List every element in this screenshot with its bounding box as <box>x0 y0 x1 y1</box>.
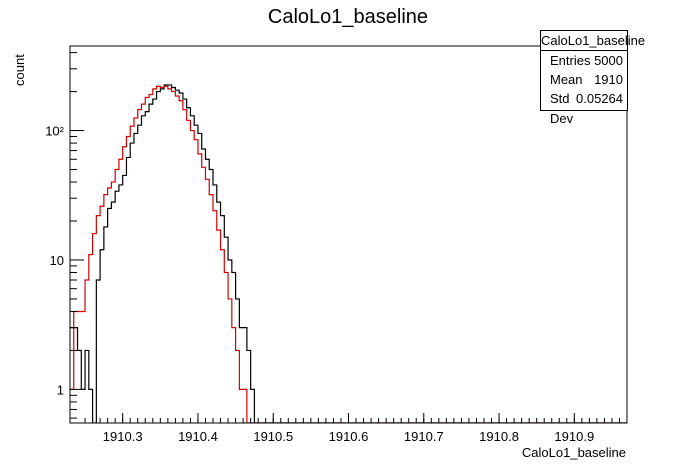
stats-box-title: CaloLo1_baseline <box>541 31 645 51</box>
x-tick-label: 1910.7 <box>404 429 444 444</box>
histogram-series-1 <box>70 85 627 423</box>
x-tick-label: 1910.4 <box>178 429 218 444</box>
stats-entries-value: 5000 <box>594 53 623 68</box>
x-tick-label: 1910.8 <box>479 429 519 444</box>
stats-mean-row: Mean 1910 <box>541 70 627 89</box>
histogram-series-0 <box>70 84 627 423</box>
x-axis-label: CaloLo1_baseline <box>521 445 626 460</box>
y-tick-label: 10² <box>45 124 64 139</box>
x-tick-label: 1910.6 <box>329 429 369 444</box>
stats-entries-row: Entries 5000 <box>541 51 627 70</box>
stats-stddev-label: Std Dev <box>550 91 574 126</box>
x-tick-label: 1910.3 <box>103 429 143 444</box>
stats-entries-label: Entries <box>550 53 591 68</box>
x-tick-label: 1910.5 <box>253 429 293 444</box>
stats-mean-value: 1910 <box>594 72 623 87</box>
x-tick-label: 1910.9 <box>554 429 594 444</box>
y-tick-label: 10 <box>50 253 64 268</box>
stats-mean-label: Mean <box>550 72 583 87</box>
y-tick-label: 1 <box>57 382 64 397</box>
stats-box: CaloLo1_baseline Entries 5000 Mean 1910 … <box>540 30 645 126</box>
stats-stddev-row: Std Dev 0.05264 <box>541 89 627 126</box>
stats-stddev-value: 0.05264 <box>576 91 623 106</box>
chart-title: CaloLo1_baseline <box>267 6 429 28</box>
